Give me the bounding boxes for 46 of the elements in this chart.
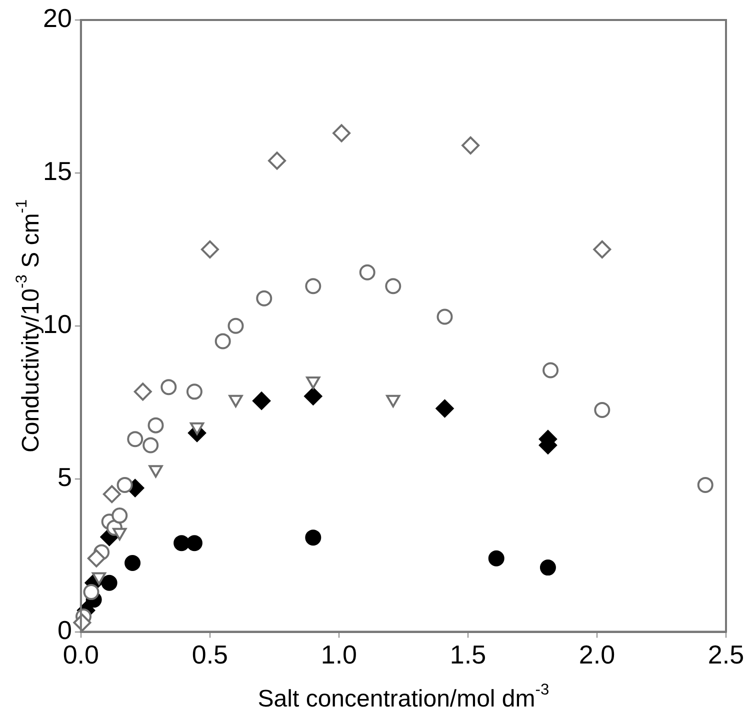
- x-tick-label: 1.0: [320, 640, 358, 670]
- point: [697, 476, 714, 493]
- point: [305, 530, 322, 546]
- point: [462, 136, 480, 154]
- y-tick-label: 10: [43, 309, 72, 340]
- point: [174, 535, 190, 552]
- y-tick-label: 20: [43, 3, 72, 34]
- y-tick-label: 5: [57, 462, 72, 492]
- point: [116, 476, 133, 493]
- point: [593, 240, 612, 258]
- point: [148, 417, 164, 434]
- point: [252, 392, 271, 410]
- point: [542, 362, 559, 378]
- point: [102, 485, 121, 504]
- y-axis-title: Conductivity/10-3 S cm-1: [14, 199, 45, 452]
- point: [488, 550, 504, 566]
- point: [134, 382, 152, 401]
- point: [200, 240, 219, 258]
- point: [112, 508, 128, 524]
- point: [594, 402, 610, 418]
- y-tick-label: 15: [43, 156, 72, 186]
- point: [304, 387, 322, 406]
- point: [228, 318, 244, 334]
- point: [268, 152, 286, 170]
- point: [83, 584, 100, 600]
- point: [124, 554, 141, 571]
- point: [385, 278, 402, 294]
- x-tick-label: 1.5: [450, 640, 486, 670]
- point: [87, 549, 106, 568]
- point: [359, 264, 376, 280]
- x-tick-label: 0.5: [192, 640, 228, 670]
- point: [186, 384, 202, 400]
- point: [142, 437, 159, 454]
- point: [101, 574, 118, 591]
- point: [305, 278, 322, 294]
- point: [540, 560, 556, 576]
- point: [127, 431, 144, 448]
- point: [160, 379, 177, 396]
- point: [256, 290, 272, 306]
- x-tick-label: 2.5: [708, 640, 744, 670]
- point: [214, 333, 231, 350]
- point: [332, 124, 351, 142]
- point: [186, 535, 202, 552]
- point: [436, 308, 453, 325]
- point: [436, 399, 454, 418]
- x-tick-label: 2.0: [578, 640, 616, 670]
